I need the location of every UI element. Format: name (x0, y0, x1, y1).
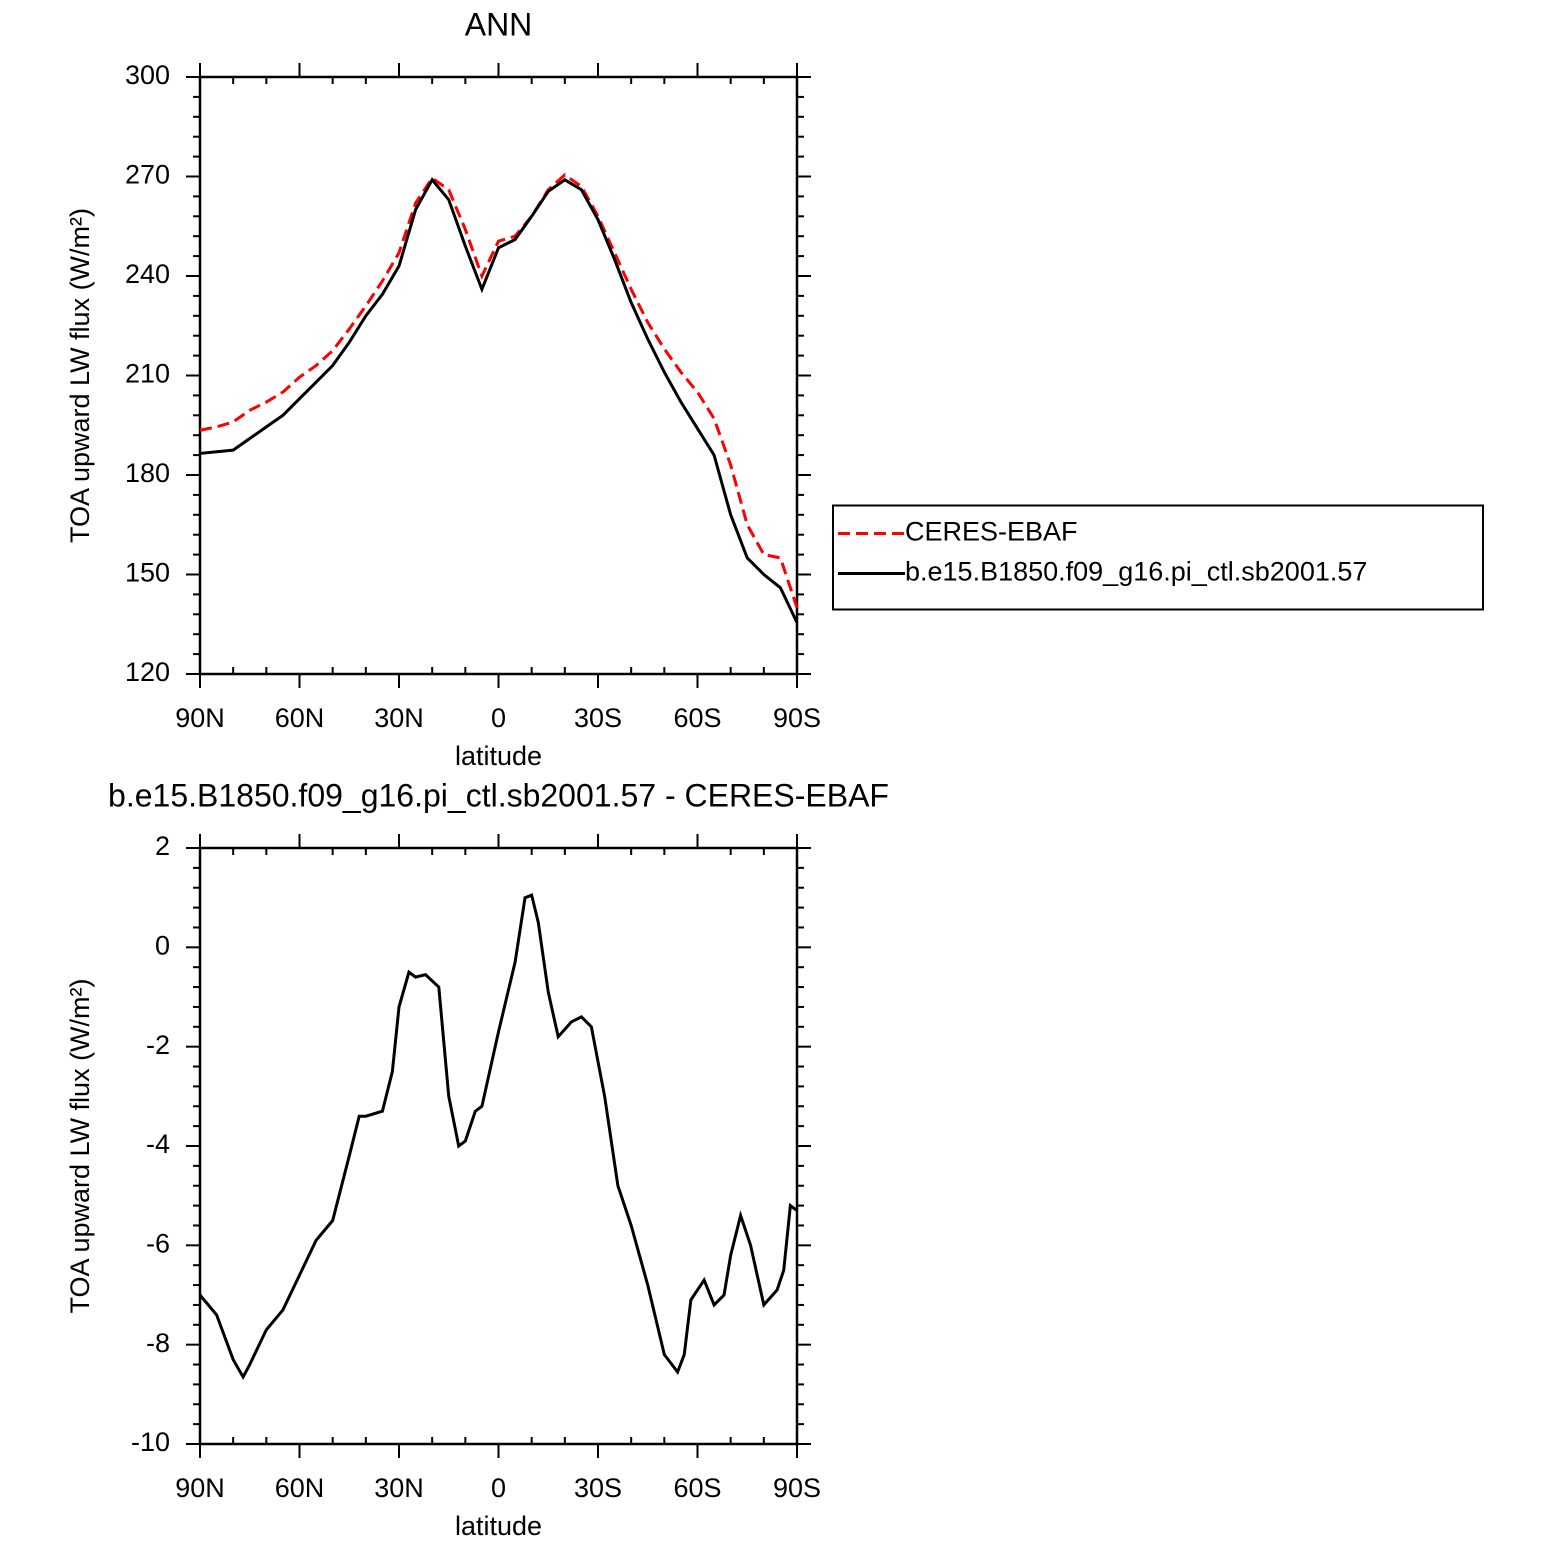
x-tick-label: 90S (773, 703, 821, 733)
y-tick-label: 300 (125, 60, 170, 90)
chart-title: b.e15.B1850.f09_g16.pi_ctl.sb2001.57 - C… (108, 777, 889, 813)
x-tick-label: 30N (374, 1473, 424, 1503)
chart-title: ANN (465, 6, 533, 42)
data-line (199, 172, 799, 609)
x-tick-label: 90N (175, 703, 225, 733)
y-axis-title: TOA upward LW flux (W/m²) (65, 978, 95, 1313)
y-tick-label: 0 (155, 930, 170, 960)
x-axis-title: latitude (455, 1511, 542, 1541)
x-tick-label: 60N (275, 703, 325, 733)
y-tick-label: -8 (146, 1328, 170, 1358)
legend-label: b.e15.B1850.f09_g16.pi_ctl.sb2001.57 (905, 557, 1367, 587)
y-tick-label: -2 (146, 1030, 170, 1060)
x-tick-label: 90S (773, 1473, 821, 1503)
x-tick-label: 60S (673, 1473, 721, 1503)
x-tick-label: 0 (491, 1473, 506, 1503)
y-tick-label: -10 (131, 1427, 170, 1457)
legend-label: CERES-EBAF (905, 517, 1078, 547)
x-tick-label: 0 (491, 703, 506, 733)
y-tick-label: 240 (125, 259, 170, 289)
plot-frame (198, 75, 799, 676)
y-tick-label: 2 (155, 831, 170, 861)
data-line (199, 177, 799, 624)
y-tick-label: -4 (146, 1129, 170, 1159)
y-tick-label: 180 (125, 458, 170, 488)
plot-frame (198, 846, 799, 1446)
y-tick-label: 270 (125, 160, 170, 190)
y-tick-label: 210 (125, 359, 170, 389)
x-tick-label: 30S (574, 703, 622, 733)
x-tick-label: 30S (574, 1473, 622, 1503)
x-tick-label: 30N (374, 703, 424, 733)
x-axis-title: latitude (455, 741, 542, 771)
y-tick-label: 120 (125, 657, 170, 687)
legend-box (832, 504, 1484, 611)
y-axis-title: TOA upward LW flux (W/m²) (65, 208, 95, 543)
x-tick-label: 90N (175, 1473, 225, 1503)
data-line (198, 893, 798, 1381)
y-tick-label: 150 (125, 558, 170, 588)
x-tick-label: 60S (673, 703, 721, 733)
x-tick-label: 60N (275, 1473, 325, 1503)
y-tick-label: -6 (146, 1228, 170, 1258)
